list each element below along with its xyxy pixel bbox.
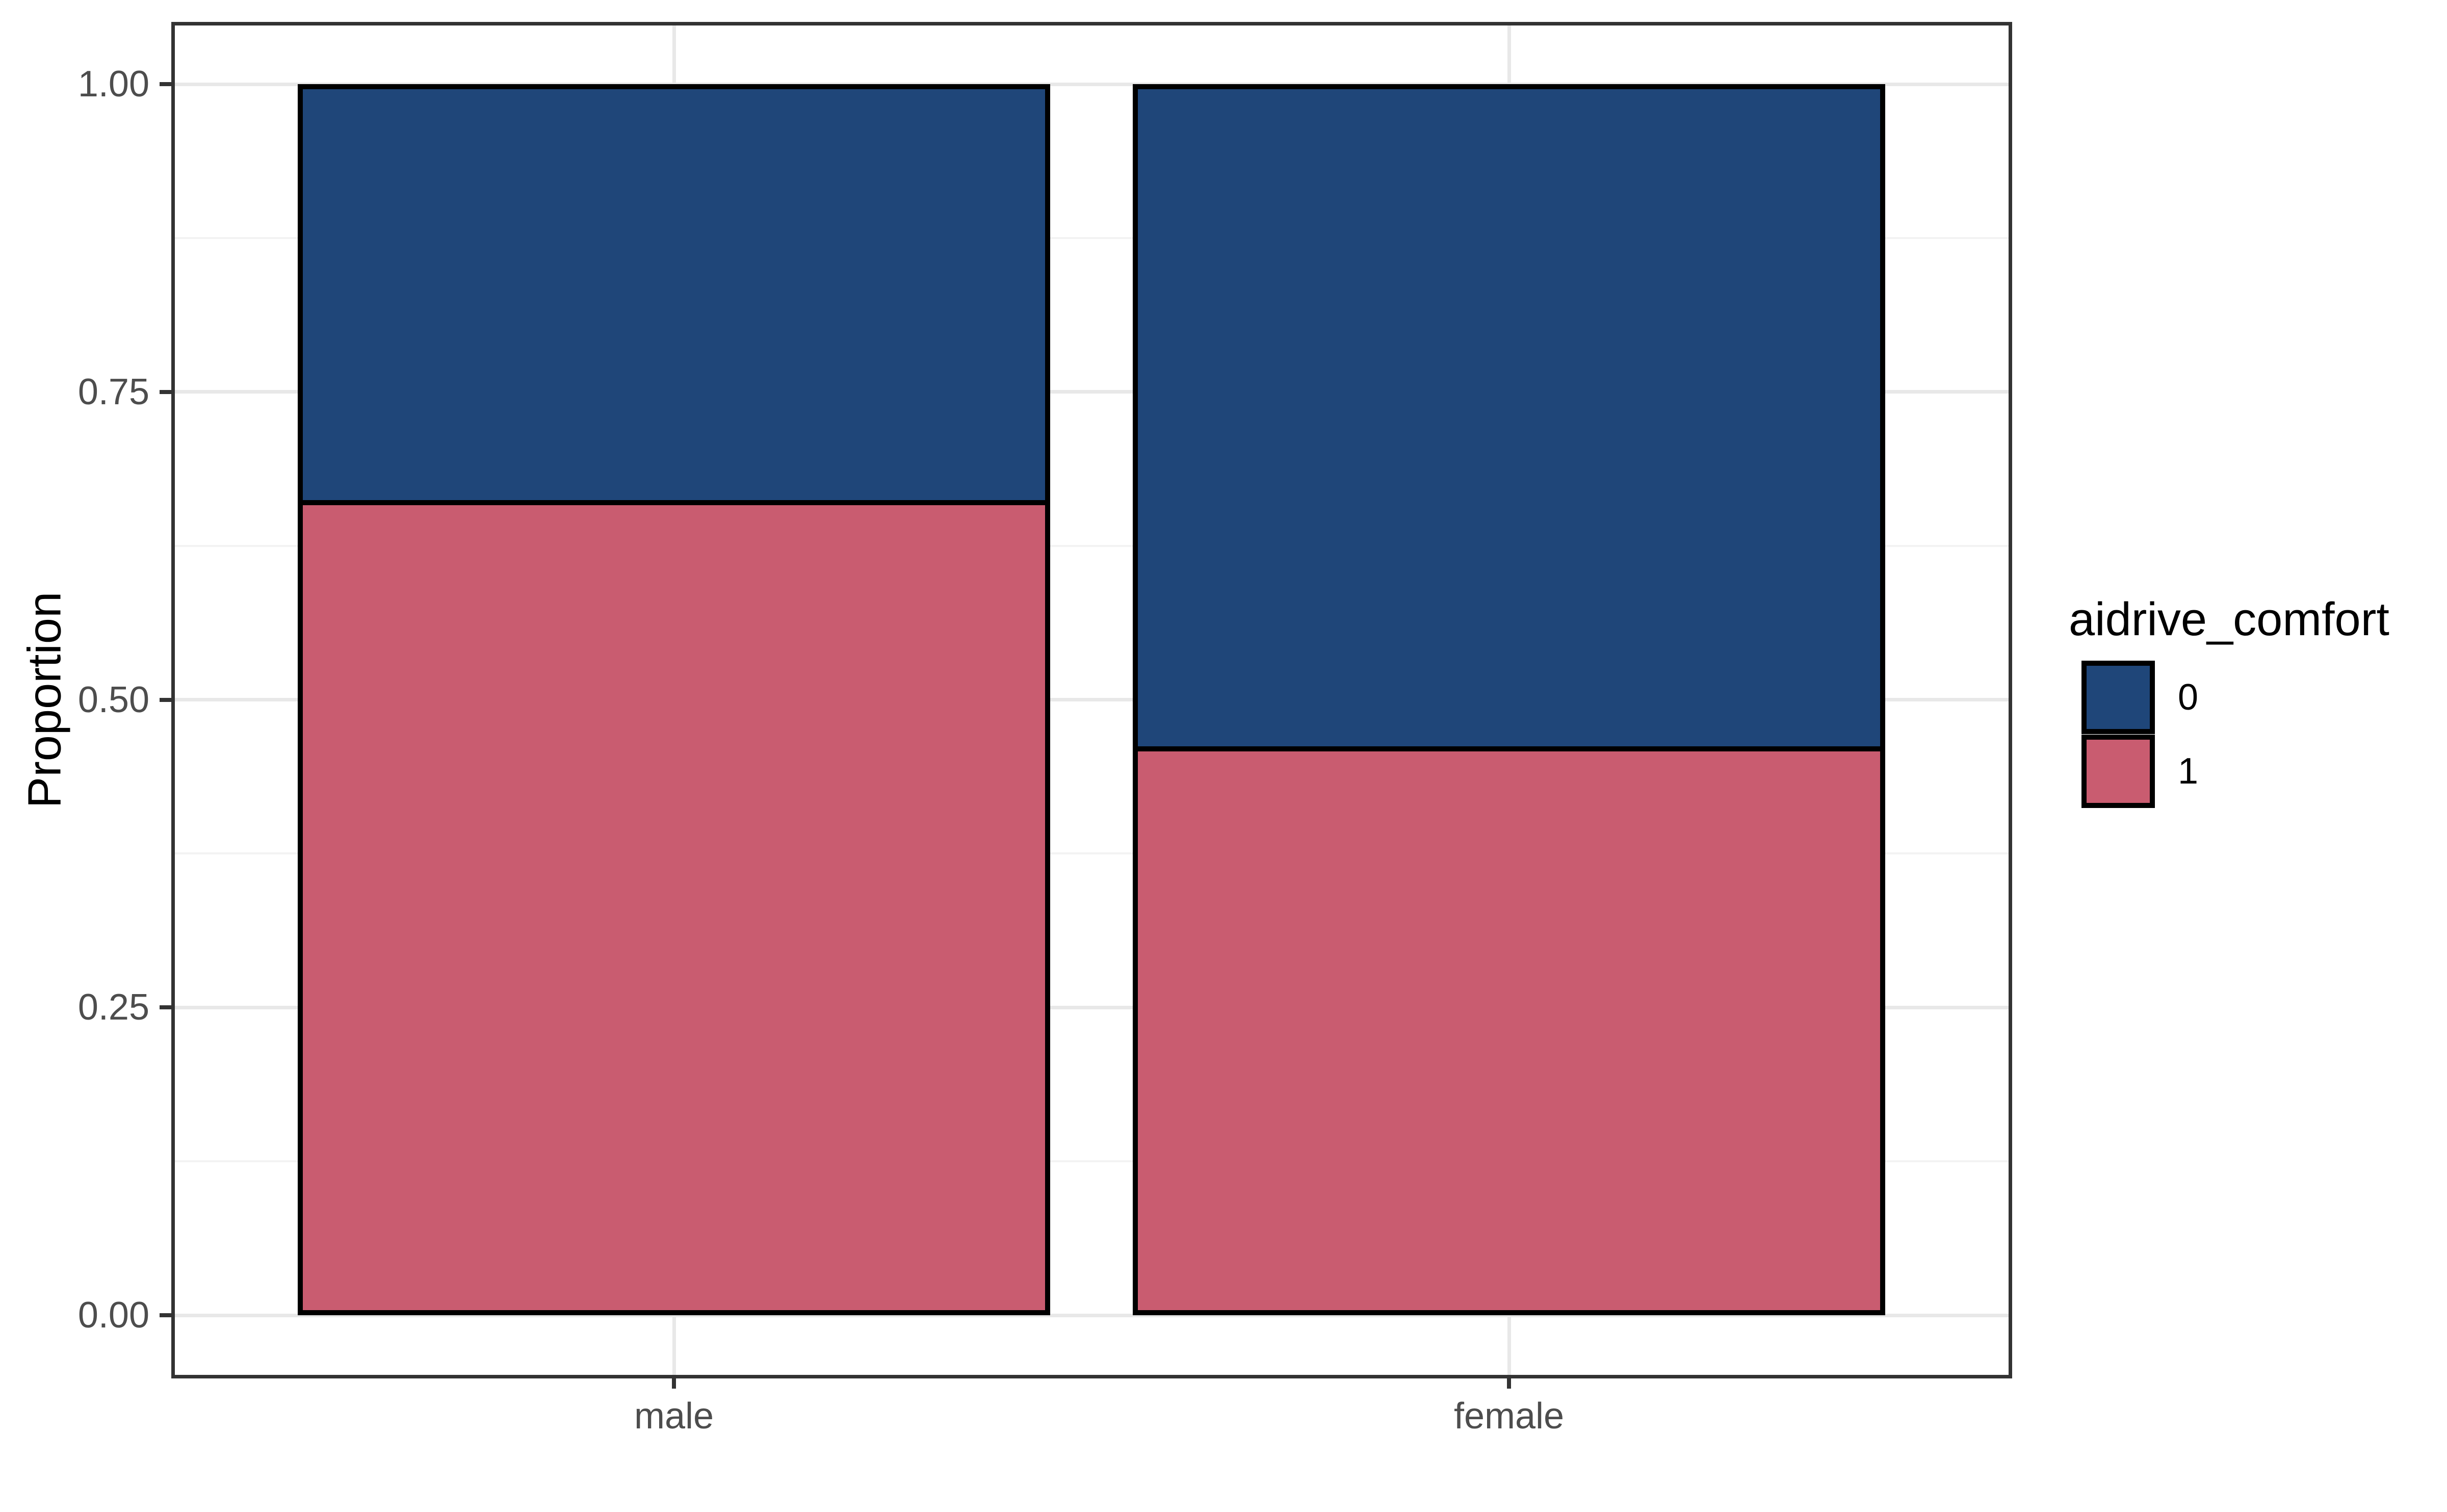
y-tick-label: 0.50 bbox=[77, 679, 149, 720]
gridline-major-y bbox=[173, 390, 2010, 394]
bar-female-segment-1 bbox=[1133, 749, 1885, 1315]
bar-male-segment-0 bbox=[298, 84, 1050, 503]
y-axis-tick bbox=[160, 82, 173, 86]
y-tick-label: 0.00 bbox=[77, 1295, 149, 1336]
y-tick-label: 0.25 bbox=[77, 987, 149, 1028]
gridline-minor-y bbox=[173, 237, 2010, 239]
gridline-minor-y bbox=[173, 1160, 2010, 1163]
legend-title: aidrive_comfort bbox=[2069, 593, 2389, 645]
bar-female-outline bbox=[1133, 84, 1885, 1315]
legend-key-0 bbox=[2081, 661, 2155, 734]
bar-male-segment-1 bbox=[298, 503, 1050, 1315]
gridline-major-y bbox=[173, 82, 2010, 86]
plot-panel bbox=[173, 24, 2010, 1376]
legend-label-1: 1 bbox=[2178, 751, 2199, 792]
bar-female-segment-divider bbox=[1133, 746, 1885, 751]
x-axis-tick bbox=[672, 1376, 676, 1389]
legend-key-1 bbox=[2081, 735, 2155, 808]
legend-label-0: 0 bbox=[2178, 677, 2199, 718]
gridline-major-y bbox=[173, 1313, 2010, 1317]
gridline-major-y bbox=[173, 1005, 2010, 1009]
y-tick-label: 0.75 bbox=[77, 371, 149, 412]
y-axis-tick bbox=[160, 697, 173, 702]
y-axis-tick bbox=[160, 389, 173, 394]
bar-male-outline bbox=[298, 84, 1050, 1315]
y-axis-tick bbox=[160, 1313, 173, 1317]
y-tick-label: 1.00 bbox=[77, 64, 149, 105]
bar-male-segment-divider bbox=[298, 500, 1050, 505]
bar-female-segment-0 bbox=[1133, 84, 1885, 749]
gridline-major-y bbox=[173, 698, 2010, 701]
x-tick-label-male: male bbox=[634, 1396, 714, 1437]
x-axis-tick bbox=[1507, 1376, 1511, 1389]
y-axis-tick bbox=[160, 1005, 173, 1010]
x-tick-label-female: female bbox=[1453, 1396, 1565, 1437]
gridline-minor-y bbox=[173, 852, 2010, 855]
gridline-minor-y bbox=[173, 544, 2010, 547]
